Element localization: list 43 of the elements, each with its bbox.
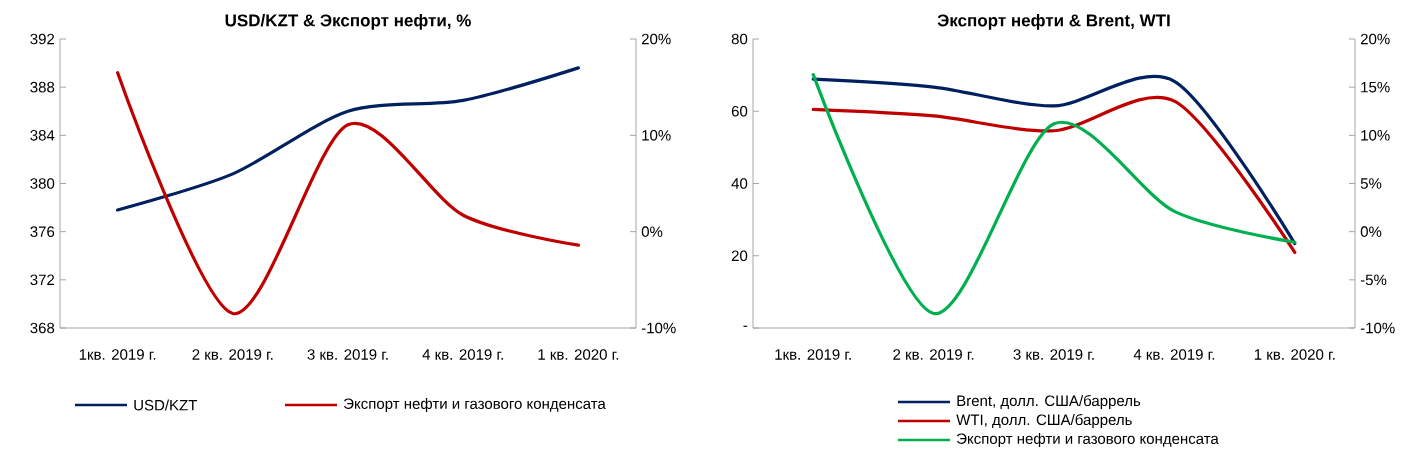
x-tick-label: 2 кв. 2019 г. — [192, 349, 273, 360]
y2-tick-label: 0% — [1360, 226, 1382, 237]
x-tick-label: 1 кв. 2020 г. — [538, 349, 619, 360]
line-series — [811, 73, 1297, 316]
y-tick-label: 388 — [30, 81, 55, 93]
y-tick-label: 20 — [731, 250, 748, 262]
y2-tick-label: -5% — [1360, 274, 1387, 286]
y2-tick-label: -10% — [1360, 322, 1395, 334]
y-tick-label: - — [743, 325, 748, 327]
legend-label: Экспорт нефти и газового конденсата — [956, 432, 1219, 447]
y-tick-label: 80 — [731, 33, 748, 45]
x-tick-label: 4 кв. 2019 г. — [1133, 349, 1215, 360]
y-tick-label: 372 — [30, 274, 55, 286]
chart-title: Экспорт нефти & Brent, WTI — [937, 13, 1170, 30]
y2-tick-label: 10% — [1361, 130, 1390, 141]
y-tick-label: 384 — [30, 130, 55, 141]
y-tick-label: 40 — [731, 178, 748, 189]
line-series — [116, 71, 581, 316]
x-tick-label: 1 кв. 2020 г. — [1254, 349, 1335, 360]
x-tick-label: 2 кв. 2019 г. — [893, 349, 974, 360]
y2-tick-label: 20% — [1360, 33, 1390, 45]
y2-tick-label: 10% — [642, 130, 671, 141]
legend-label: WTI, долл. США/баррель — [956, 413, 1132, 429]
x-tick-label: 4 кв. 2019 г. — [422, 349, 503, 360]
y-tick-label: 392 — [30, 33, 55, 45]
y-tick-label: 376 — [30, 226, 55, 237]
y-tick-label: 368 — [30, 322, 55, 334]
y2-tick-label: -10% — [641, 322, 676, 334]
legend-label: USD/KZT — [134, 399, 198, 411]
x-tick-label: 3 кв. 2019 г. — [1013, 349, 1094, 360]
y2-tick-label: 0% — [641, 226, 663, 237]
legend-label: Экспорт нефти и газового конденсата — [343, 397, 606, 412]
y-tick-label: 60 — [731, 105, 748, 117]
x-tick-label: 3 кв. 2019 г. — [307, 349, 388, 360]
y2-tick-label: 5% — [1360, 178, 1382, 189]
y2-tick-label: 15% — [1361, 81, 1390, 93]
y-tick-label: 380 — [30, 178, 55, 189]
x-tick-label: 1кв. 2019 г. — [775, 349, 851, 360]
chart-title: USD/KZT & Экспорт нефти, % — [225, 13, 471, 30]
legend-label: Brent, долл. США/баррель — [957, 394, 1141, 410]
y2-tick-label: 20% — [641, 33, 671, 45]
x-tick-label: 1кв. 2019 г. — [79, 349, 156, 360]
line-series — [116, 66, 581, 212]
